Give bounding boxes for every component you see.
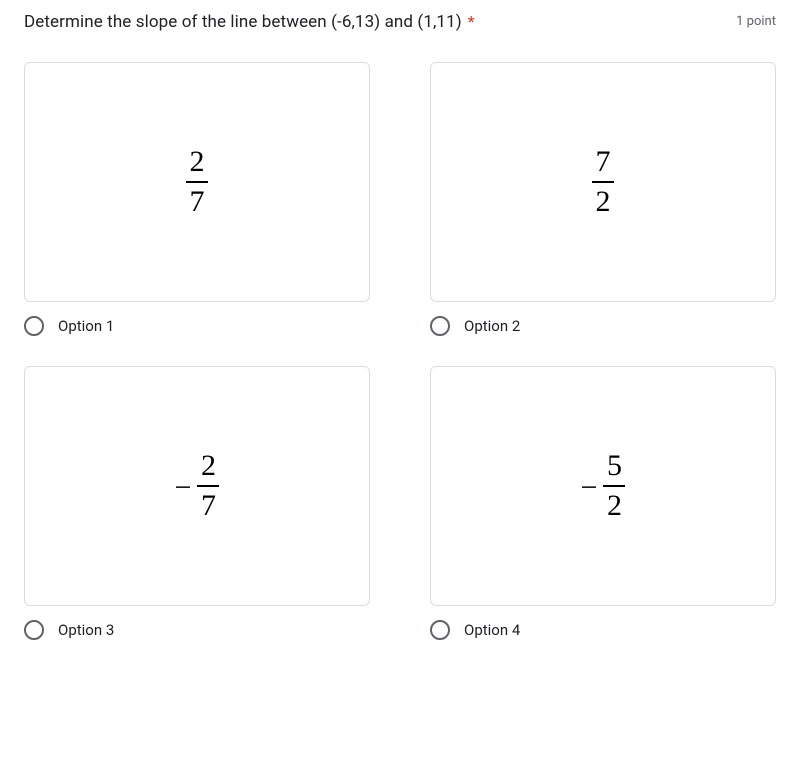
option-label: Option 4	[464, 621, 520, 639]
denominator: 2	[594, 183, 613, 222]
option-card[interactable]: − 2 7	[24, 366, 370, 606]
fraction-display: − 5 2	[581, 447, 626, 526]
required-asterisk: *	[468, 12, 475, 31]
numerator: 2	[199, 447, 218, 486]
fraction: 5 2	[603, 447, 625, 526]
numerator: 5	[605, 447, 624, 486]
option-1: 2 7 Option 1	[24, 62, 370, 336]
fraction-display: 2 7	[186, 143, 208, 222]
option-radio-row[interactable]: Option 2	[430, 316, 776, 336]
question-text: Determine the slope of the line between …	[24, 12, 462, 32]
fraction: 7 2	[592, 143, 614, 222]
option-3: − 2 7 Option 3	[24, 366, 370, 640]
denominator: 2	[605, 487, 624, 526]
fraction: 2 7	[197, 447, 219, 526]
denominator: 7	[199, 487, 218, 526]
option-label: Option 3	[58, 621, 114, 639]
option-card[interactable]: 2 7	[24, 62, 370, 302]
fraction-display: 7 2	[592, 143, 614, 222]
options-grid: 2 7 Option 1 7 2 Option 2	[24, 62, 776, 640]
option-radio-row[interactable]: Option 4	[430, 620, 776, 640]
radio-button[interactable]	[430, 316, 450, 336]
fraction-display: − 2 7	[175, 447, 220, 526]
option-label: Option 1	[58, 317, 114, 335]
option-2: 7 2 Option 2	[430, 62, 776, 336]
question-header: Determine the slope of the line between …	[24, 12, 776, 32]
minus-sign: −	[581, 470, 598, 503]
question-text-wrap: Determine the slope of the line between …	[24, 12, 475, 32]
radio-button[interactable]	[24, 620, 44, 640]
denominator: 7	[188, 183, 207, 222]
question-points: 1 point	[736, 14, 776, 29]
option-card[interactable]: − 5 2	[430, 366, 776, 606]
option-radio-row[interactable]: Option 3	[24, 620, 370, 640]
numerator: 7	[594, 143, 613, 182]
option-4: − 5 2 Option 4	[430, 366, 776, 640]
option-label: Option 2	[464, 317, 520, 335]
radio-button[interactable]	[24, 316, 44, 336]
radio-button[interactable]	[430, 620, 450, 640]
option-card[interactable]: 7 2	[430, 62, 776, 302]
option-radio-row[interactable]: Option 1	[24, 316, 370, 336]
numerator: 2	[188, 143, 207, 182]
fraction: 2 7	[186, 143, 208, 222]
minus-sign: −	[175, 470, 192, 503]
